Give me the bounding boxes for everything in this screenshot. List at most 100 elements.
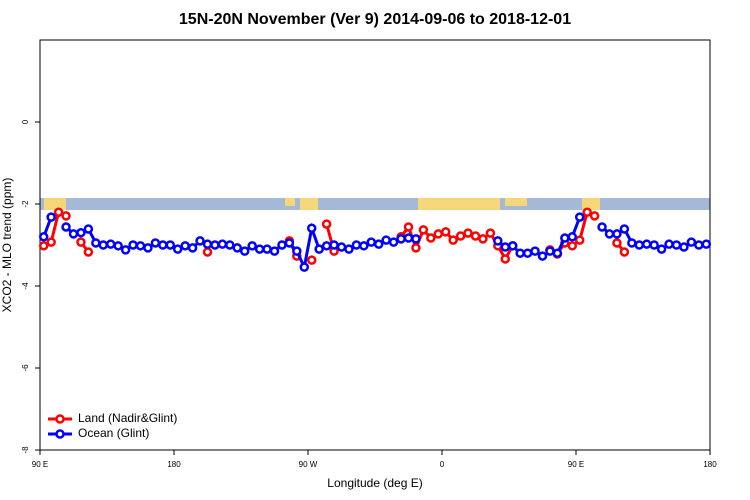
point	[507, 241, 518, 251]
point	[426, 233, 436, 243]
point	[574, 235, 585, 245]
point	[217, 239, 228, 249]
y-axis-label: XCO2 - MLO trend (ppm)	[0, 178, 14, 313]
point	[359, 241, 369, 251]
point	[344, 244, 354, 254]
y-tick-label: -2	[21, 200, 30, 208]
point	[120, 245, 131, 255]
point	[373, 239, 384, 249]
x-tick-label: 90 W	[299, 460, 318, 469]
point	[649, 240, 659, 250]
point	[172, 244, 183, 254]
point	[143, 243, 153, 253]
point	[515, 248, 525, 258]
point	[314, 244, 324, 254]
legend-label: Land (Nadir&Glint)	[78, 411, 177, 425]
point	[239, 246, 250, 256]
point	[210, 240, 220, 250]
point	[478, 234, 488, 244]
point	[545, 246, 555, 256]
point	[537, 251, 548, 261]
x-tick-label: 90 E	[32, 460, 48, 469]
point	[582, 207, 592, 217]
point	[530, 246, 540, 256]
point	[180, 241, 190, 251]
point	[671, 240, 682, 250]
point	[574, 212, 585, 222]
point	[686, 237, 697, 247]
point	[105, 239, 116, 249]
point	[493, 236, 503, 246]
point	[83, 247, 94, 257]
point	[262, 244, 272, 254]
point	[187, 243, 198, 253]
point	[634, 240, 645, 250]
point	[336, 242, 347, 252]
point	[83, 224, 94, 234]
point	[418, 225, 429, 235]
point	[158, 240, 168, 250]
point	[455, 231, 466, 241]
point	[552, 248, 563, 258]
point	[560, 233, 570, 243]
y-tick-label: 0	[21, 119, 30, 124]
point	[53, 207, 64, 217]
point	[68, 229, 79, 239]
point	[299, 262, 310, 272]
point	[150, 238, 161, 248]
point	[292, 246, 302, 256]
point	[619, 247, 630, 257]
point	[411, 243, 421, 253]
point	[403, 222, 414, 232]
legend-marker	[55, 429, 65, 439]
point	[612, 238, 622, 248]
point	[597, 222, 607, 232]
point	[321, 241, 332, 251]
point	[567, 241, 578, 251]
x-axis-label: Longitude (deg E)	[327, 476, 422, 490]
point	[440, 227, 451, 237]
point	[38, 232, 49, 242]
legend-marker	[55, 414, 65, 424]
y-tick-label: -4	[21, 282, 30, 290]
point	[232, 243, 243, 253]
x-tick-label: 180	[167, 460, 181, 469]
point	[76, 227, 86, 238]
point	[589, 211, 600, 221]
point	[522, 248, 533, 258]
chart-title: 15N-20N November (Ver 9) 2014-09-06 to 2…	[179, 11, 571, 28]
point	[165, 240, 176, 250]
y-tick-label: -8	[21, 446, 30, 454]
map-strip	[40, 198, 710, 210]
point	[604, 229, 615, 239]
point	[61, 222, 71, 232]
point	[202, 247, 213, 257]
point	[46, 212, 56, 222]
point	[46, 237, 56, 247]
point	[694, 240, 704, 250]
point	[91, 238, 101, 248]
point	[619, 224, 630, 234]
point	[411, 234, 421, 244]
point	[135, 241, 146, 251]
point	[225, 240, 235, 250]
point	[701, 239, 712, 249]
point	[38, 241, 49, 251]
point	[627, 238, 637, 248]
point	[61, 211, 71, 221]
point	[306, 223, 317, 233]
point	[351, 240, 362, 250]
point	[329, 240, 339, 250]
point	[448, 235, 458, 245]
point	[306, 255, 317, 265]
point	[247, 241, 257, 251]
point	[321, 219, 332, 229]
point	[381, 235, 391, 245]
point	[612, 229, 622, 239]
point	[98, 240, 109, 250]
legend-label: Ocean (Glint)	[78, 426, 149, 440]
point	[269, 246, 280, 256]
point	[113, 241, 123, 251]
point	[485, 228, 496, 238]
point	[500, 242, 511, 252]
